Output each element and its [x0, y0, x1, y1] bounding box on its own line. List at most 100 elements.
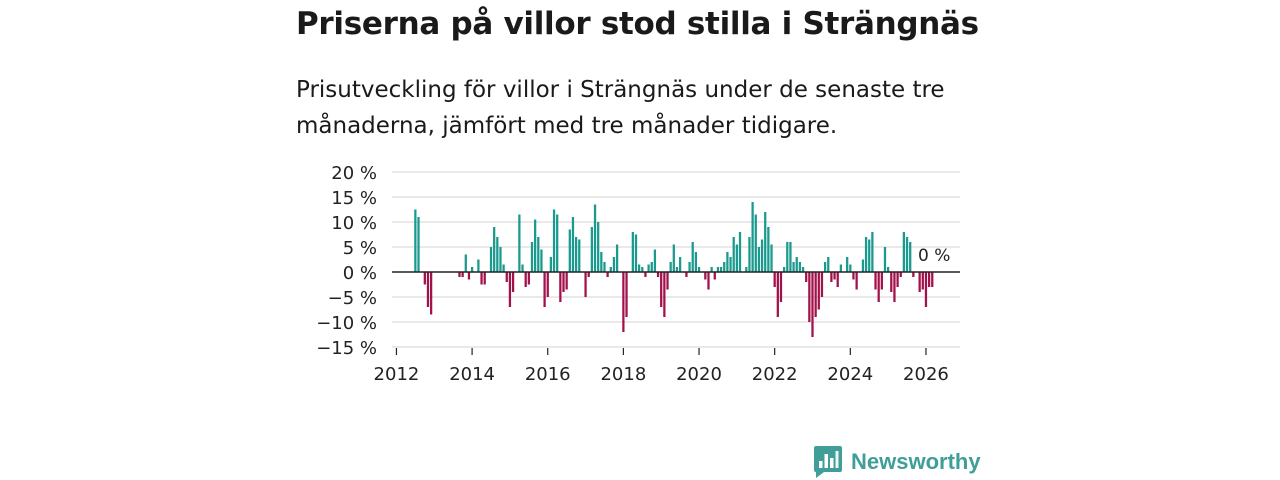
bar-negative [896, 272, 899, 287]
bar-positive [537, 237, 540, 272]
bar-positive [615, 244, 619, 272]
bar-positive [723, 262, 726, 272]
bar-negative [423, 272, 426, 285]
bar-negative [890, 272, 893, 292]
bar-positive [493, 227, 496, 272]
bar-negative [565, 272, 568, 290]
bar-positive [767, 227, 770, 272]
bar-positive [593, 204, 597, 272]
bar-negative [562, 272, 565, 292]
y-tick-label: −15 % [316, 338, 377, 359]
newsworthy-logo[interactable]: Newsworthy [814, 446, 981, 478]
bar-negative [874, 272, 877, 290]
bar-positive [603, 262, 606, 272]
bar-positive [496, 237, 499, 272]
bar-positive [729, 257, 732, 272]
bar-positive [849, 264, 852, 272]
bar-positive [609, 267, 612, 272]
bar-positive [641, 267, 644, 272]
bar-positive [464, 254, 467, 272]
bar-positive [597, 222, 600, 272]
bars [414, 202, 934, 337]
bar-positive [502, 264, 505, 272]
bar-positive [678, 257, 682, 272]
bar-negative [927, 272, 931, 287]
bar-positive [861, 259, 865, 272]
x-tick-label: 2024 [827, 364, 873, 385]
bar-positive [650, 262, 653, 272]
bar-positive [612, 257, 616, 272]
bar-positive [653, 249, 657, 272]
bar-negative [622, 272, 625, 332]
bar-negative [527, 272, 530, 285]
bar-positive [732, 237, 735, 272]
bar-positive [798, 262, 802, 272]
bar-positive [757, 247, 761, 272]
bar-negative [833, 272, 836, 280]
bar-negative [546, 272, 549, 297]
bar-positive [578, 239, 581, 272]
bar-positive [675, 267, 679, 272]
bar-positive [716, 267, 720, 272]
bar-negative [855, 272, 858, 290]
bar-negative [480, 272, 483, 285]
bar-positive [764, 212, 767, 272]
bar-positive [669, 262, 672, 272]
bar-positive [823, 262, 827, 272]
bar-positive [521, 264, 524, 272]
bar-negative [511, 272, 515, 292]
bar-negative [505, 272, 508, 282]
bar-positive [795, 257, 798, 272]
grid-lines [392, 171, 960, 348]
bar-negative [704, 272, 707, 280]
bar-positive [710, 267, 713, 272]
bar-positive [905, 237, 909, 272]
bar-negative [852, 272, 855, 280]
labels: 20 % 15 % 10 % 5 % 0 % −5 % −10 % −15 % 2012 2014… [316, 163, 950, 385]
bar-positive [600, 252, 603, 272]
bar-negative [779, 272, 783, 302]
bar-negative [606, 272, 609, 277]
chart-subtitle: Prisutveckling för villor i Strängnäs un… [296, 77, 945, 139]
bar-negative [893, 272, 896, 302]
bar-negative [830, 272, 833, 282]
bar-positive [801, 267, 805, 272]
bar-positive [694, 252, 698, 272]
bar-negative [918, 272, 921, 292]
bar-positive [568, 229, 571, 272]
y-tick-label: −10 % [316, 313, 377, 334]
bar-positive [792, 262, 795, 272]
bar-negative [776, 272, 779, 317]
bar-negative [663, 272, 666, 317]
bar-positive [735, 244, 738, 272]
bar-positive [909, 242, 912, 272]
bar-negative [483, 272, 486, 285]
bar-positive [864, 237, 868, 272]
bar-negative [543, 272, 546, 307]
bar-negative [587, 272, 590, 277]
bar-positive [887, 267, 890, 272]
bar-positive [738, 232, 742, 272]
bar-negative [559, 272, 562, 302]
bar-negative [773, 272, 776, 287]
bar-positive [846, 257, 849, 272]
bar-positive [574, 237, 578, 272]
bar-positive [571, 217, 575, 272]
x-tick-label: 2014 [449, 364, 495, 385]
bar-positive [726, 252, 729, 272]
bar-negative [644, 272, 647, 277]
bar-negative [931, 272, 934, 287]
bar-negative [924, 272, 928, 307]
bar-negative [524, 272, 527, 287]
newsworthy-logo-icon [814, 446, 842, 478]
x-tick-label: 2012 [374, 364, 420, 385]
bar-positive [647, 264, 650, 272]
bar-positive [868, 239, 871, 272]
bar-negative [707, 272, 710, 290]
bar-negative [467, 272, 471, 280]
bar-positive [883, 247, 887, 272]
bar-positive [638, 264, 641, 272]
bar-positive [518, 214, 521, 272]
bar-positive [672, 244, 675, 272]
